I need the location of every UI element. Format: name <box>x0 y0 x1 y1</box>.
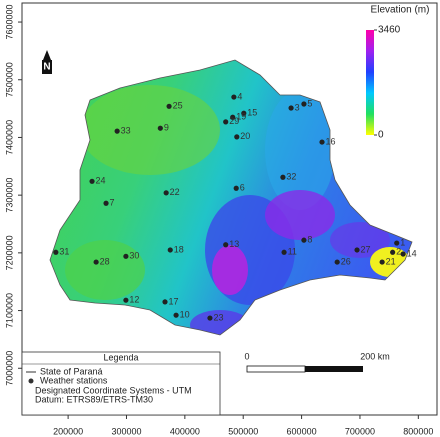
station-label: 15 <box>247 108 257 118</box>
scale-label: 0 <box>244 351 249 361</box>
station-label: 24 <box>96 176 106 186</box>
legend-box <box>21 351 221 416</box>
station-label: 13 <box>229 239 239 249</box>
y-tick-label: 7600000 <box>4 5 14 40</box>
legend-title: Legenda <box>103 352 138 362</box>
station-label: 19 <box>236 112 246 122</box>
weather-station <box>157 125 163 131</box>
weather-station <box>301 101 307 107</box>
y-tick-label: 7100000 <box>4 293 14 328</box>
north-label: N <box>43 62 50 73</box>
station-label: 2 <box>396 247 401 257</box>
weather-station <box>166 103 172 109</box>
legend-item: Weather stations <box>40 375 108 385</box>
scale-bar <box>246 365 363 373</box>
weather-station <box>230 114 236 120</box>
station-label: 14 <box>407 248 417 258</box>
weather-station <box>233 185 239 191</box>
station-label: 29 <box>229 116 239 126</box>
x-tick-label: 500000 <box>228 426 258 436</box>
station-label: 26 <box>341 256 351 266</box>
station-label: 4 <box>237 91 242 101</box>
weather-station <box>167 247 173 253</box>
legend-item: Datum: ETRS89/ETRS-TM30 <box>35 394 153 404</box>
y-tick-label: 7200000 <box>4 235 14 270</box>
x-tick-label: 400000 <box>170 426 200 436</box>
station-label: 21 <box>386 256 396 266</box>
x-tick-label: 200000 <box>53 426 83 436</box>
station-label: 10 <box>180 310 190 320</box>
station-label: 17 <box>169 296 179 306</box>
weather-station <box>123 253 129 259</box>
x-tick-label: 700000 <box>345 426 375 436</box>
weather-station <box>123 297 129 303</box>
station-label: 7 <box>110 198 115 208</box>
x-tick-label: 600000 <box>287 426 317 436</box>
weather-station <box>89 178 95 184</box>
station-label: 3 <box>295 102 300 112</box>
station-label: 30 <box>129 251 139 261</box>
weather-station <box>319 139 325 145</box>
y-tick-label: 7000000 <box>4 351 14 386</box>
legend-item: Designated Coordinate Systems - UTM <box>35 385 192 395</box>
station-label: 22 <box>170 187 180 197</box>
legend-item: State of Paraná <box>40 366 103 376</box>
weather-station <box>231 94 237 100</box>
weather-station <box>162 299 168 305</box>
station-label: 18 <box>174 244 184 254</box>
station-label: 31 <box>59 247 69 257</box>
x-tick-label: 300000 <box>111 426 141 436</box>
weather-station <box>281 249 287 255</box>
weather-station <box>223 119 229 125</box>
y-tick-label: 7500000 <box>4 62 14 97</box>
weather-station <box>93 259 99 265</box>
weather-station <box>241 110 247 116</box>
weather-station <box>394 240 400 246</box>
station-label: 23 <box>213 312 223 322</box>
weather-station <box>354 247 360 253</box>
weather-station <box>234 134 240 140</box>
station-label: 33 <box>121 125 131 135</box>
station-label: 5 <box>307 98 312 108</box>
station-label: 16 <box>326 136 336 146</box>
weather-station <box>390 249 396 255</box>
station-label: 8 <box>307 235 312 245</box>
color-bar <box>366 30 374 135</box>
weather-station <box>288 105 294 111</box>
weather-station <box>173 312 179 318</box>
weather-station <box>280 174 286 180</box>
weather-station <box>103 200 109 206</box>
x-tick-label: 800000 <box>403 426 433 436</box>
y-tick-label: 7300000 <box>4 178 14 213</box>
weather-station <box>301 237 307 243</box>
station-label: 27 <box>361 244 371 254</box>
weather-station <box>334 259 340 265</box>
weather-station <box>53 249 59 255</box>
north-arrow: N <box>42 50 52 74</box>
y-tick-label: 7400000 <box>4 120 14 155</box>
station-label: 32 <box>286 172 296 182</box>
station-label: 9 <box>164 123 169 133</box>
legend-dot-symbol <box>28 378 34 384</box>
weather-station <box>207 315 213 321</box>
state-outline <box>49 59 413 336</box>
weather-station <box>223 242 229 248</box>
scale-label: 200 km <box>360 351 390 361</box>
station-label: 11 <box>288 247 297 257</box>
color-bar-label: 3460 <box>378 25 401 36</box>
weather-station <box>400 251 406 257</box>
station-label: 28 <box>100 256 110 266</box>
station-label: 6 <box>240 183 245 193</box>
color-bar-label: 0 <box>378 130 384 141</box>
weather-station <box>379 259 385 265</box>
station-label: 20 <box>240 131 250 141</box>
station-label: 12 <box>129 295 139 305</box>
elevation-title: Elevation (m) <box>371 5 430 16</box>
station-label: 25 <box>173 101 183 111</box>
station-label: 1 <box>400 237 405 247</box>
weather-station <box>163 190 169 196</box>
weather-station <box>114 128 120 134</box>
